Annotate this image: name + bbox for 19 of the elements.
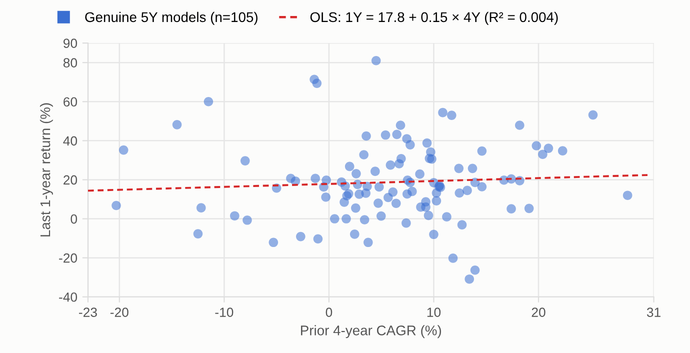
y-tick-label: 0	[70, 214, 78, 224]
y-tick-label: -20	[59, 253, 78, 263]
legend-label: OLS: 1Y = 17.8 + 0.15 × 4Y (R² = 0.004)	[310, 12, 558, 25]
y-tick-label: 90	[64, 38, 78, 48]
x-tick-label: -23	[79, 308, 97, 317]
x-tick-label: 10	[427, 308, 441, 317]
x-tick-label: 31	[646, 308, 660, 317]
y-axis-title: Last 1-year return (%)	[40, 103, 53, 236]
x-tick-label: 0	[326, 308, 332, 317]
y-tick-label: 60	[64, 97, 78, 107]
legend-label: Genuine 5Y models (n=105)	[85, 12, 258, 25]
y-tick-label: 80	[63, 58, 78, 68]
x-tick-label: -10	[215, 308, 234, 317]
y-tick-label: 40	[63, 136, 78, 146]
y-tick-label: -40	[59, 292, 78, 302]
x-tick-label: 20	[532, 308, 546, 317]
x-tick-label: -20	[110, 308, 128, 317]
x-axis-title: Prior 4-year CAGR (%)	[301, 325, 442, 338]
y-tick-label: 20	[64, 175, 78, 185]
